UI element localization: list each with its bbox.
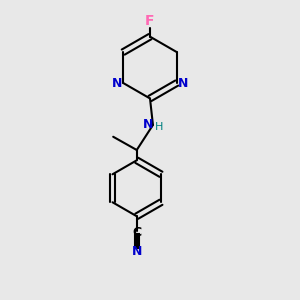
Text: N: N — [178, 76, 188, 89]
Text: F: F — [145, 14, 155, 28]
Text: N: N — [132, 245, 142, 258]
Text: H: H — [155, 122, 164, 132]
Text: N: N — [112, 76, 122, 89]
Text: C: C — [132, 226, 141, 239]
Text: N: N — [142, 118, 153, 131]
